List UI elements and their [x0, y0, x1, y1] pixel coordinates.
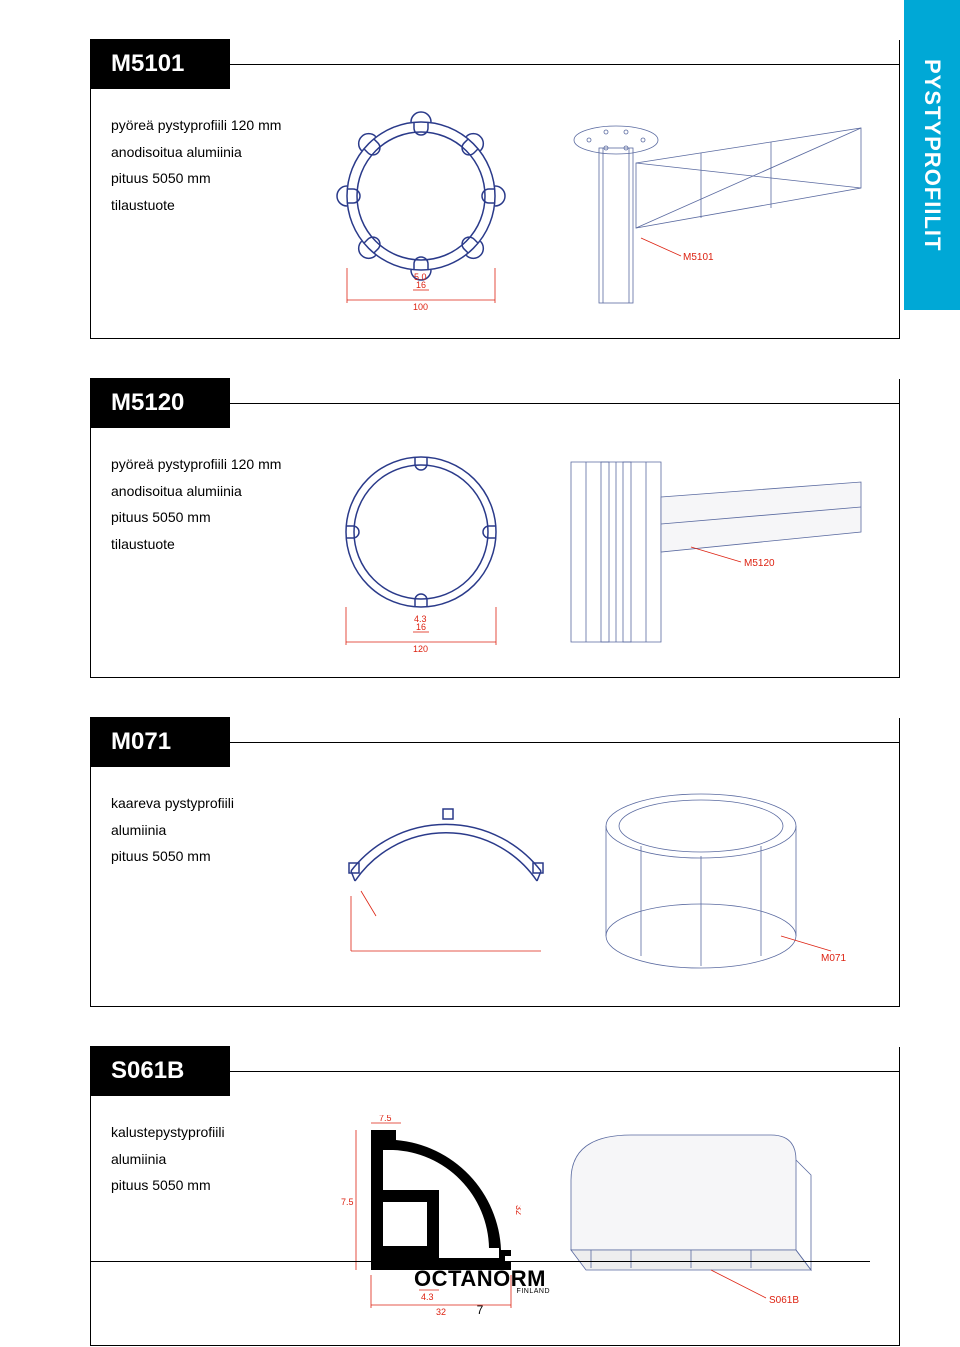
desc-line: tilaustuote: [111, 192, 311, 219]
card-m5120: M5120 pyöreä pystyprofiili 120 mm anodis…: [90, 379, 900, 678]
product-code: M071: [90, 717, 230, 767]
product-description: pyöreä pystyprofiili 120 mm anodisoitua …: [111, 108, 311, 218]
desc-line: kaareva pystyprofiili: [111, 790, 311, 817]
desc-line: pyöreä pystyprofiili 120 mm: [111, 451, 311, 478]
cross-section-drawing: [331, 801, 561, 971]
product-description: kalustepystyprofiili alumiinia pituus 50…: [111, 1115, 311, 1199]
card-body: pyöreä pystyprofiili 120 mm anodisoitua …: [91, 429, 899, 677]
assembly-drawing: M5120: [541, 452, 871, 652]
cross-section-drawing: 120 16 4.3: [331, 447, 521, 657]
img-label: M071: [821, 953, 846, 964]
card-head: M071: [90, 717, 899, 767]
dim-outer: 100: [413, 302, 428, 312]
card-m071: M071 kaareva pystyprofiili alumiinia pit…: [90, 718, 900, 1007]
assembly-drawing: M5101: [541, 118, 871, 308]
dim-h: 32: [514, 1205, 521, 1215]
img-label: M5120: [744, 558, 775, 569]
product-code: M5101: [90, 39, 230, 89]
dim-small: 5.0: [414, 272, 427, 282]
cross-section-drawing: 100 16 5.0: [331, 108, 521, 318]
card-head: M5120: [90, 378, 899, 428]
desc-line: pituus 5050 mm: [111, 165, 311, 192]
product-description: pyöreä pystyprofiili 120 mm anodisoitua …: [111, 447, 311, 557]
img-label: M5101: [683, 252, 714, 263]
head-rule: [230, 742, 899, 743]
dim-small: 4.3: [414, 614, 427, 624]
page-footer: OCTANORM FINLAND 7: [0, 1261, 960, 1317]
card-head: S061B: [90, 1046, 899, 1096]
desc-line: pituus 5050 mm: [111, 843, 311, 870]
desc-line: tilaustuote: [111, 531, 311, 558]
product-description: kaareva pystyprofiili alumiinia pituus 5…: [111, 786, 311, 870]
side-tab: PYSTYPROFIILIT: [904, 0, 960, 310]
head-rule: [230, 403, 899, 404]
dim-left: 7.5: [341, 1197, 354, 1207]
head-rule: [230, 1071, 899, 1072]
assembly-drawing: M071: [581, 786, 851, 986]
product-code: S061B: [90, 1046, 230, 1096]
page-number: 7: [0, 1303, 960, 1317]
card-head: M5101: [90, 39, 899, 89]
brand-logo: OCTANORM: [0, 1268, 960, 1290]
desc-line: alumiinia: [111, 817, 311, 844]
card-m5101: M5101 pyöreä pystyprofiili 120 mm anodis…: [90, 40, 900, 339]
card-body: kaareva pystyprofiili alumiinia pituus 5…: [91, 768, 899, 1006]
product-code: M5120: [90, 378, 230, 428]
desc-line: pituus 5050 mm: [111, 1172, 311, 1199]
figures: 100 16 5.0: [331, 108, 879, 318]
desc-line: alumiinia: [111, 1146, 311, 1173]
desc-line: kalustepystyprofiili: [111, 1119, 311, 1146]
side-tab-label: PYSTYPROFIILIT: [919, 59, 945, 251]
head-rule: [230, 64, 899, 65]
dim-outer: 120: [413, 644, 428, 654]
card-body: pyöreä pystyprofiili 120 mm anodisoitua …: [91, 90, 899, 338]
dim-top: 7.5: [379, 1115, 392, 1123]
figures: 120 16 4.3: [331, 447, 879, 657]
desc-line: anodisoitua alumiinia: [111, 478, 311, 505]
desc-line: pyöreä pystyprofiili 120 mm: [111, 112, 311, 139]
desc-line: pituus 5050 mm: [111, 504, 311, 531]
desc-line: anodisoitua alumiinia: [111, 139, 311, 166]
page: PYSTYPROFIILIT M5101 pyöreä pystyprofiil…: [0, 0, 960, 1347]
footer-rule: [90, 1261, 870, 1262]
figures: M071: [331, 786, 879, 986]
